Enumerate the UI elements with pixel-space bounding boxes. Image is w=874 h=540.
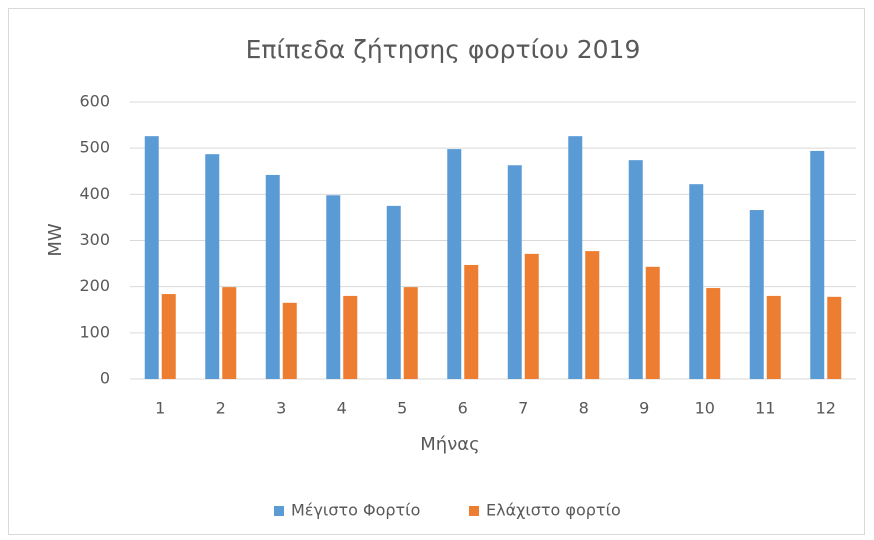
x-tick-label: 5 bbox=[397, 399, 407, 418]
bar bbox=[749, 210, 764, 379]
bar bbox=[343, 295, 358, 379]
legend-swatch bbox=[274, 506, 284, 516]
x-tick-label: 6 bbox=[458, 399, 468, 418]
legend-label: Ελάχιστο φορτίο bbox=[486, 501, 621, 520]
y-tick-label: 200 bbox=[79, 276, 110, 295]
y-tick-label: 500 bbox=[79, 138, 110, 157]
y-tick-label: 300 bbox=[79, 230, 110, 249]
bar bbox=[161, 294, 176, 379]
bar bbox=[766, 295, 781, 379]
legend-label: Μέγιστο Φορτίο bbox=[291, 501, 420, 520]
x-tick-label: 3 bbox=[276, 399, 286, 418]
bar bbox=[585, 251, 600, 379]
y-tick-label: 0 bbox=[100, 369, 110, 388]
x-axis-label: Μήνας bbox=[420, 434, 479, 455]
bar bbox=[628, 160, 643, 379]
bar bbox=[447, 149, 462, 379]
bar bbox=[403, 287, 418, 379]
x-tick-label: 11 bbox=[755, 399, 775, 418]
x-tick-label: 7 bbox=[518, 399, 528, 418]
x-tick-label: 9 bbox=[639, 399, 649, 418]
bar bbox=[810, 150, 825, 379]
x-tick-label: 10 bbox=[695, 399, 715, 418]
y-axis-label: MW bbox=[45, 223, 66, 257]
x-tick-label: 2 bbox=[216, 399, 226, 418]
bar bbox=[326, 195, 341, 379]
x-tick-label: 12 bbox=[816, 399, 836, 418]
bar bbox=[827, 296, 842, 379]
y-tick-label: 600 bbox=[79, 92, 110, 111]
x-tick-label: 4 bbox=[337, 399, 347, 418]
chart-border bbox=[8, 8, 865, 535]
bar bbox=[282, 302, 297, 379]
bar bbox=[689, 184, 704, 379]
bar bbox=[706, 288, 721, 379]
bar bbox=[524, 253, 539, 379]
bar bbox=[507, 165, 522, 379]
y-tick-label: 100 bbox=[79, 322, 110, 341]
chart-title: Επίπεδα ζήτησης φορτίου 2019 bbox=[246, 35, 641, 64]
bar bbox=[222, 287, 237, 379]
x-tick-label: 8 bbox=[579, 399, 589, 418]
bar bbox=[205, 154, 220, 379]
bar bbox=[645, 266, 660, 379]
bar bbox=[568, 136, 583, 379]
x-tick-label: 1 bbox=[155, 399, 165, 418]
bar bbox=[386, 205, 401, 379]
bar bbox=[265, 174, 280, 379]
bar bbox=[144, 136, 159, 379]
bar bbox=[464, 264, 479, 379]
y-tick-label: 400 bbox=[79, 184, 110, 203]
legend-swatch bbox=[469, 506, 479, 516]
